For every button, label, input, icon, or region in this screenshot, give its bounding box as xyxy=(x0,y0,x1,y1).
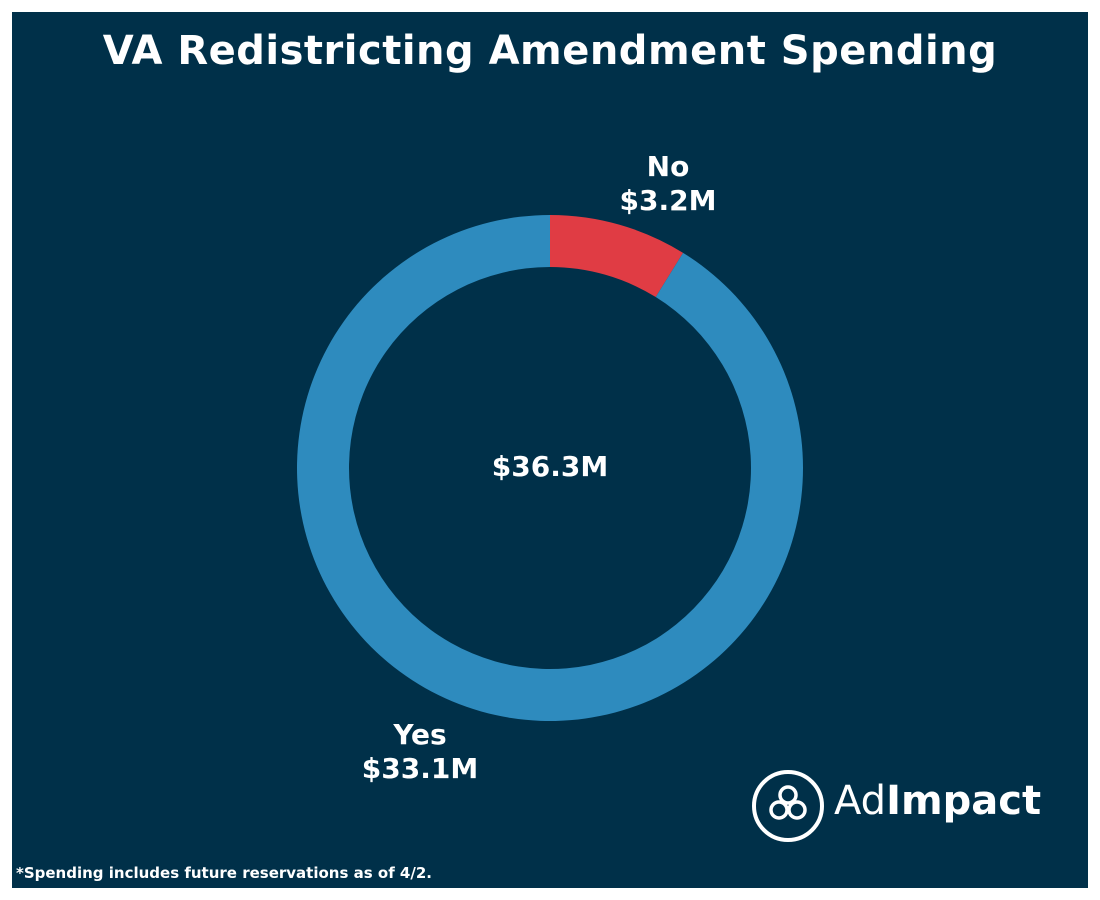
slice-label-no: No $3.2M xyxy=(588,150,748,218)
donut-center-total: $36.3M xyxy=(491,450,609,483)
donut-slice-no xyxy=(550,215,684,298)
adimpact-logo: AdImpact xyxy=(750,768,1060,842)
logo-text-impact: Impact xyxy=(886,778,1042,824)
slice-label-no-value: $3.2M xyxy=(619,184,717,217)
adimpact-logo-icon xyxy=(752,770,824,842)
slice-label-no-category: No xyxy=(646,150,690,183)
slice-label-yes-value: $33.1M xyxy=(361,752,479,785)
slice-label-yes: Yes $33.1M xyxy=(330,718,510,786)
chart-panel: VA Redistricting Amendment Spending No $… xyxy=(12,12,1088,888)
donut-chart xyxy=(297,215,803,721)
adimpact-logo-text: AdImpact xyxy=(834,778,1041,824)
logo-text-ad: Ad xyxy=(834,778,887,824)
slice-label-yes-category: Yes xyxy=(393,718,447,751)
chart-title: VA Redistricting Amendment Spending xyxy=(102,28,998,74)
footnote: *Spending includes future reservations a… xyxy=(16,864,432,882)
donut-slices xyxy=(297,215,803,721)
